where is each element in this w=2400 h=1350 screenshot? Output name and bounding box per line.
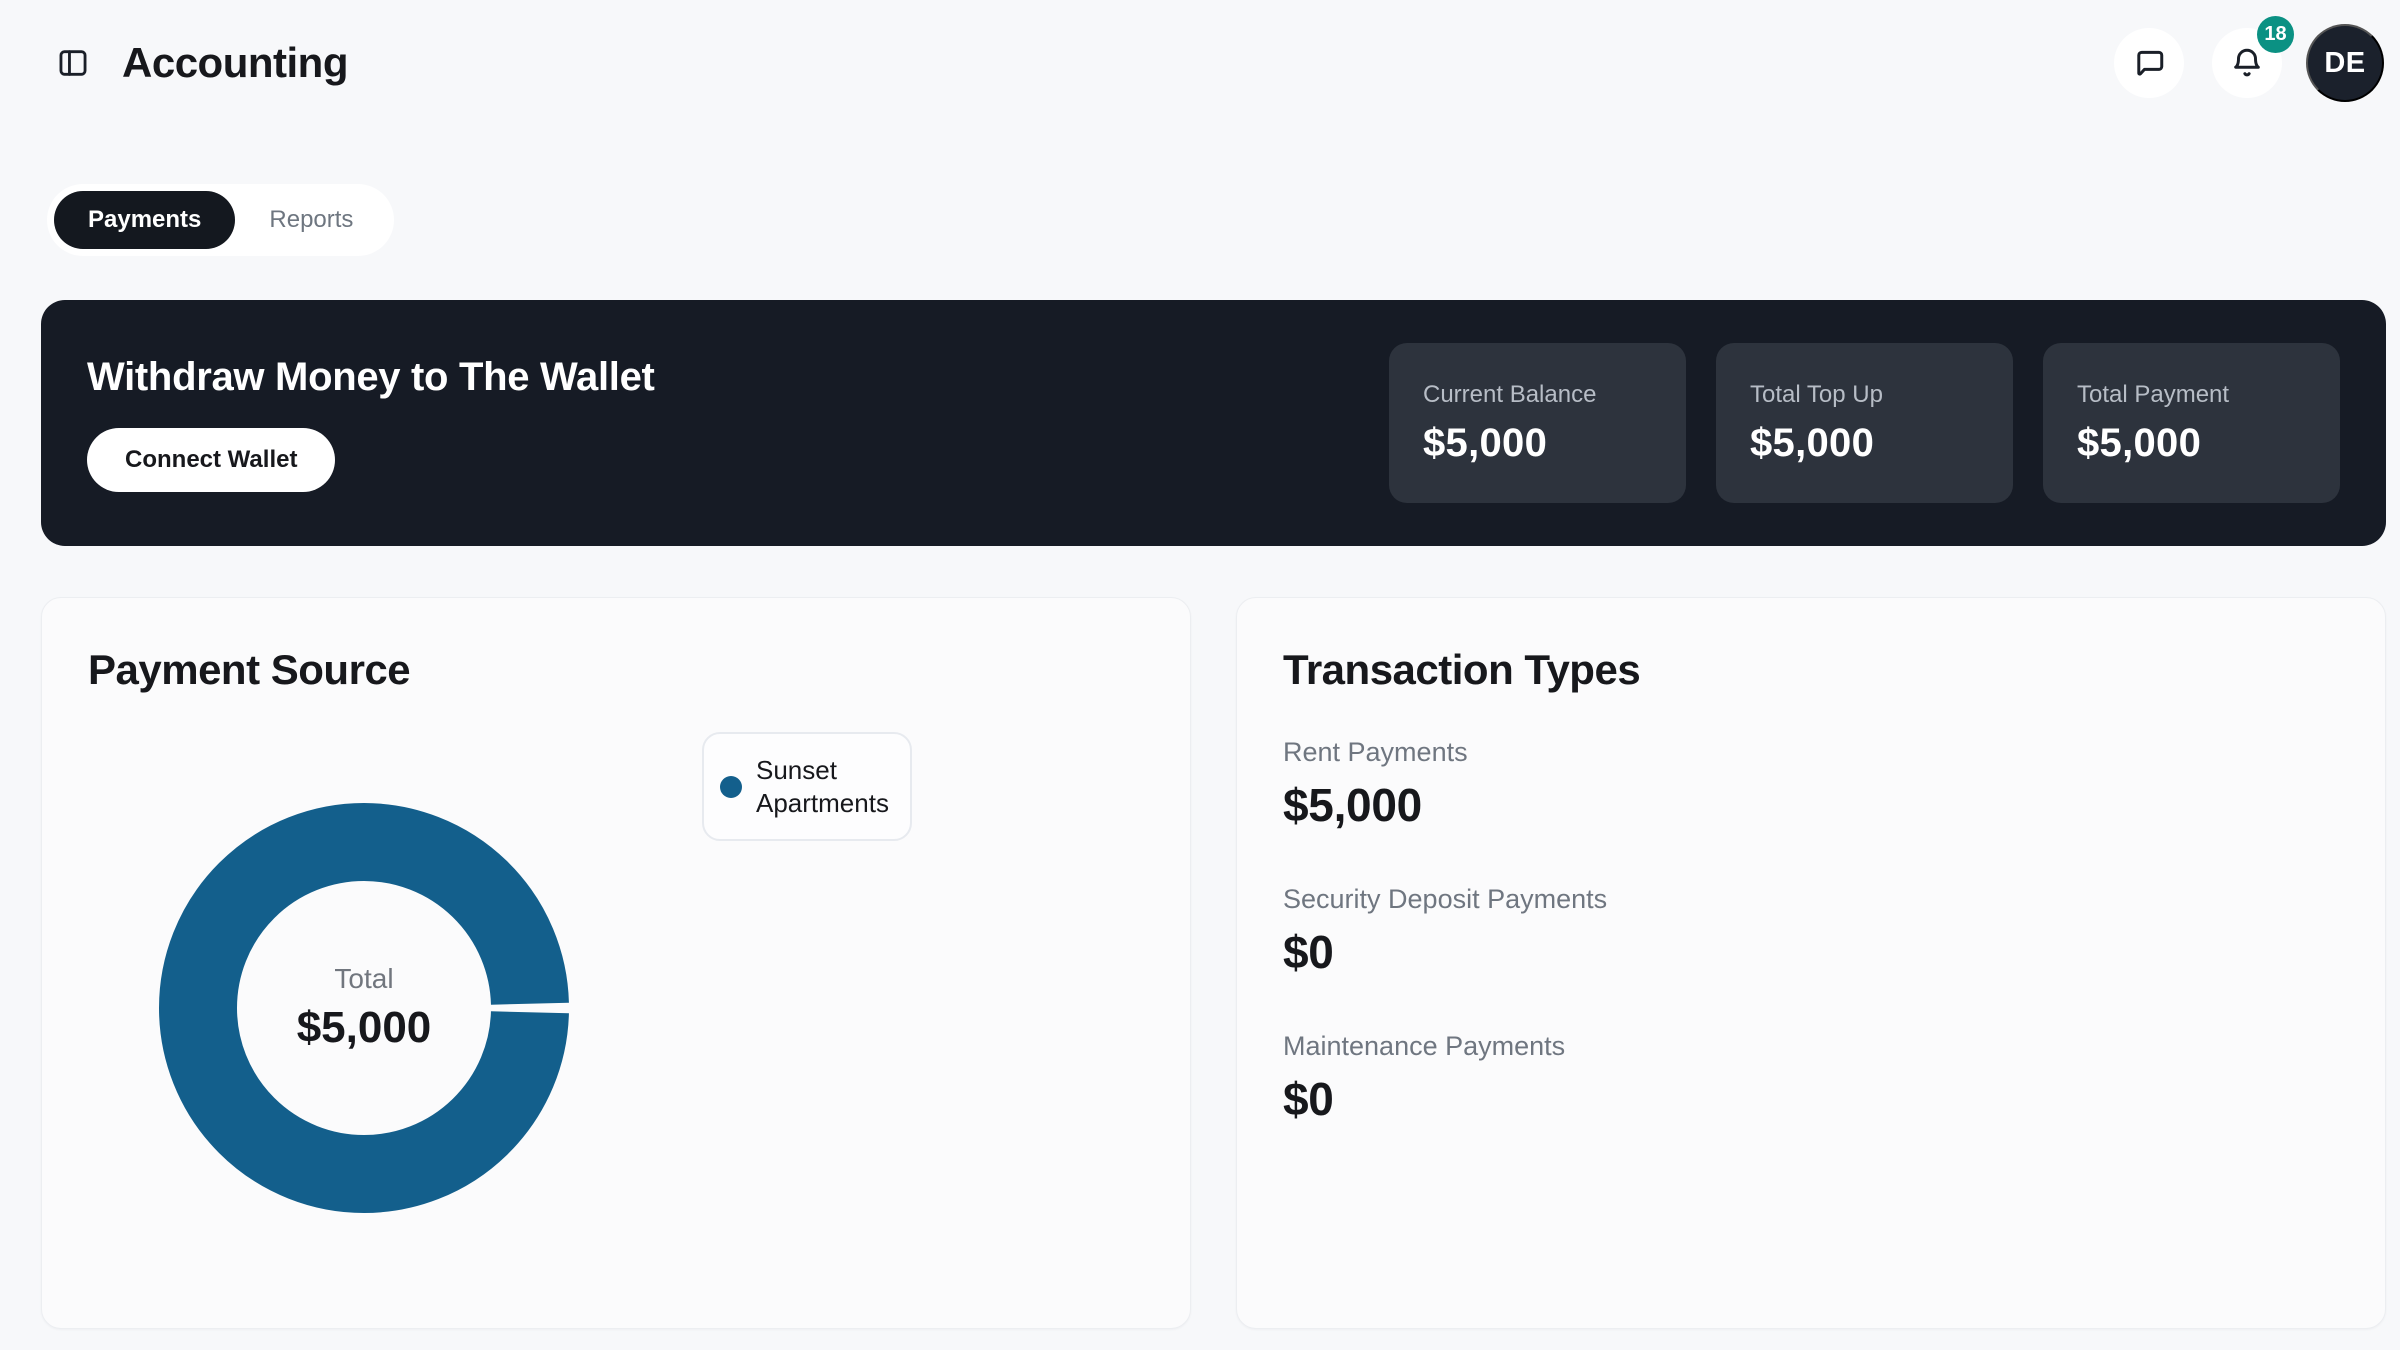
list-item: Maintenance Payments $0 [1283, 1031, 2339, 1126]
transaction-types-list: Rent Payments $5,000 Security Deposit Pa… [1283, 737, 2339, 1126]
tab-payments[interactable]: Payments [54, 191, 236, 249]
transaction-label: Security Deposit Payments [1283, 884, 1608, 914]
transaction-types-card: Transaction Types Rent Payments $5,000 S… [1236, 597, 2386, 1329]
stat-label: Total Top Up [1750, 380, 1883, 408]
notification-count-badge: 18 [2257, 16, 2294, 53]
panel-left-icon [56, 46, 90, 80]
list-item: Rent Payments $5,000 [1283, 737, 2339, 832]
chart-legend: Sunset Apartments [702, 732, 912, 841]
payment-source-card: Payment Source Total $5,000 Sunset Apart… [41, 597, 1191, 1329]
wallet-banner-left: Withdraw Money to The Wallet Connect Wal… [87, 355, 655, 492]
tab-reports[interactable]: Reports [235, 191, 387, 249]
transaction-label: Maintenance Payments [1283, 1031, 1566, 1061]
notifications-wrapper: 18 [2212, 16, 2294, 98]
wallet-banner: Withdraw Money to The Wallet Connect Wal… [41, 300, 2386, 546]
transaction-label: Rent Payments [1283, 737, 1468, 767]
page-title: Accounting [122, 39, 348, 86]
connect-wallet-button[interactable]: Connect Wallet [87, 427, 336, 492]
bell-icon [2230, 46, 2264, 80]
dashboard-cards: Payment Source Total $5,000 Sunset Apart… [41, 597, 2386, 1329]
transaction-value: $5,000 [1283, 779, 1422, 831]
wallet-banner-stats: Current Balance $5,000 Total Top Up $5,0… [1389, 343, 2340, 503]
transaction-value: $0 [1283, 1073, 1334, 1125]
transaction-value: $0 [1283, 926, 1334, 978]
stat-card-total-payment: Total Payment $5,000 [2043, 343, 2340, 503]
user-avatar[interactable]: DE [2306, 24, 2384, 102]
stat-label: Total Payment [2077, 380, 2230, 408]
sidebar-toggle-button[interactable] [50, 40, 96, 86]
stat-value: $5,000 [1423, 420, 1548, 465]
chat-bubble-icon [2132, 46, 2166, 80]
payment-source-donut-chart: Total $5,000 [159, 803, 569, 1213]
stat-value: $5,000 [2077, 420, 2202, 465]
wallet-banner-title: Withdraw Money to The Wallet [87, 354, 655, 399]
donut-ring [159, 803, 569, 1213]
legend-item-label: Sunset Apartments [756, 755, 889, 818]
stat-card-current-balance: Current Balance $5,000 [1389, 343, 1686, 503]
tab-bar: Payments Reports [47, 184, 395, 256]
header: Accounting 18 DE [50, 16, 2384, 104]
stat-card-total-top-up: Total Top Up $5,000 [1716, 343, 2013, 503]
chat-button[interactable] [2114, 28, 2184, 98]
legend-dot-icon [720, 775, 742, 798]
list-item: Security Deposit Payments $0 [1283, 884, 2339, 979]
stat-label: Current Balance [1423, 380, 1597, 408]
stat-value: $5,000 [1750, 420, 1875, 465]
transaction-types-title: Transaction Types [1283, 646, 1641, 693]
payment-source-title: Payment Source [88, 646, 411, 693]
